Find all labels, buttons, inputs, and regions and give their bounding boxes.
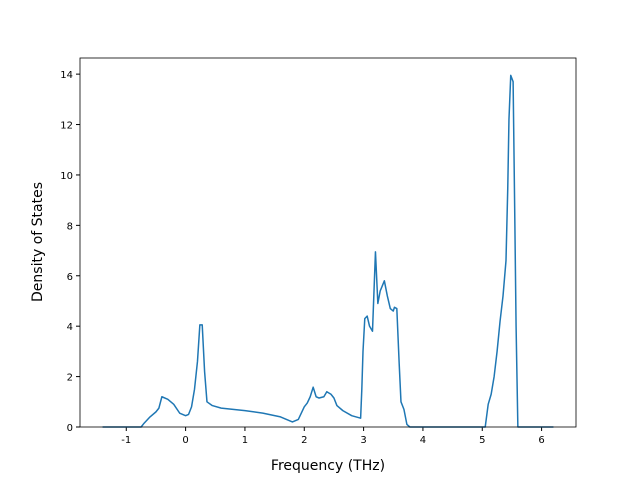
y-axis-label: Density of States	[30, 182, 46, 302]
y-tick-label: 14	[60, 70, 73, 81]
y-tick-label: 12	[60, 121, 73, 132]
y-tick-label: 2	[67, 373, 73, 384]
x-tick-label: 1	[242, 435, 248, 446]
x-tick-label: 0	[182, 435, 188, 446]
plot-frame	[79, 57, 577, 428]
x-tick-label: 6	[538, 435, 544, 446]
y-tick-label: 8	[67, 221, 73, 232]
x-tick-label: 3	[360, 435, 366, 446]
x-tick-label: 2	[301, 435, 307, 446]
y-tick-label: 4	[67, 322, 73, 333]
x-tick-label: 5	[479, 435, 485, 446]
y-tick-label: 6	[67, 272, 73, 283]
y-tick-label: 0	[67, 423, 73, 434]
line	[102, 74, 554, 428]
x-tick-label: 4	[420, 435, 426, 446]
y-tick-label: 10	[60, 171, 73, 182]
x-tick-label: -1	[121, 435, 131, 446]
x-axis-label: Frequency (THz)	[271, 458, 385, 474]
